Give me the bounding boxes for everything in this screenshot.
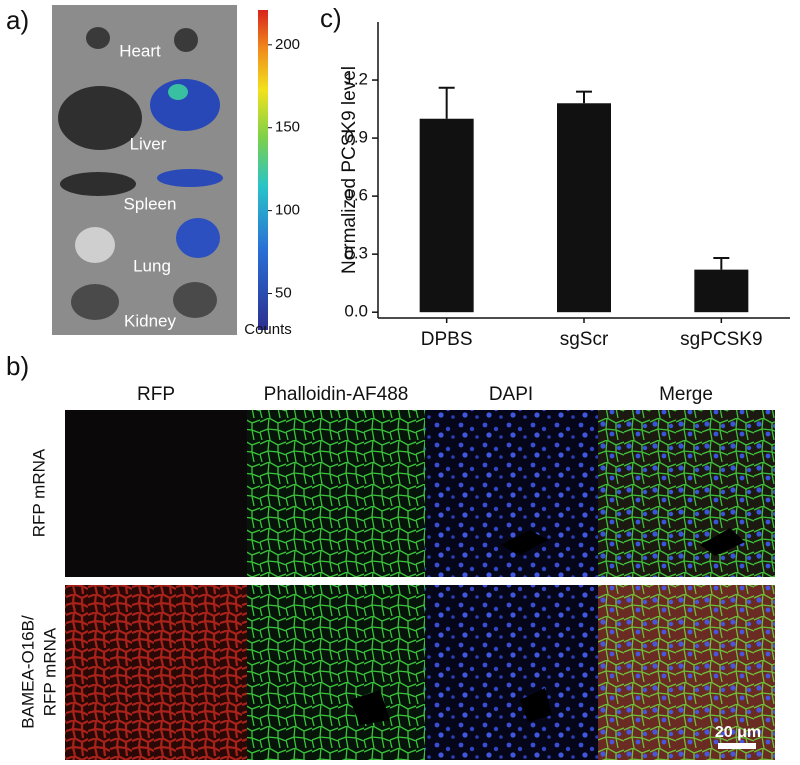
column-header: Phalloidin-AF488 xyxy=(264,384,409,405)
column-header: Merge xyxy=(659,384,713,405)
bar xyxy=(419,118,474,313)
scale-bar xyxy=(718,743,756,749)
vessels xyxy=(350,528,745,725)
micrograph xyxy=(65,585,247,760)
organ-label: Spleen xyxy=(124,194,177,213)
micrograph xyxy=(247,410,425,577)
ivis-image xyxy=(52,5,237,335)
organ-label: Lung xyxy=(133,256,171,275)
panel-label: b) xyxy=(6,351,29,381)
micrograph xyxy=(247,585,425,760)
micrograph xyxy=(425,410,598,577)
bar xyxy=(694,269,749,313)
x-tick-label: sgScr xyxy=(560,329,609,350)
bar xyxy=(557,103,611,313)
y-tick-label: 0.9 xyxy=(344,128,368,147)
y-tick-label: 0.6 xyxy=(344,186,368,205)
column-header: RFP xyxy=(137,384,175,405)
y-tick-label: 1.2 xyxy=(344,70,368,89)
y-tick-label: 0.3 xyxy=(344,244,368,263)
row-label: RFP mRNA xyxy=(40,627,59,716)
colorbar-tick-label: 50 xyxy=(275,284,292,301)
organ-label: Heart xyxy=(119,41,161,60)
y-axis-label: Normalized PCSK9 level xyxy=(339,66,360,274)
micrograph xyxy=(65,410,247,577)
panel-label: a) xyxy=(6,5,29,35)
organ-shapes xyxy=(58,27,223,320)
colorbar xyxy=(258,10,268,330)
colorbar-tick-label: 150 xyxy=(275,119,300,136)
x-tick-label: sgPCSK9 xyxy=(680,329,762,350)
colorbar-label: Counts xyxy=(244,321,292,338)
x-tick-label: DPBS xyxy=(421,329,473,350)
organ-label: Kidney xyxy=(124,311,176,330)
scale-bar-label: 20 μm xyxy=(715,724,761,741)
row-label: BAMEA-O16B/ xyxy=(18,615,37,729)
row-label: RFP mRNA xyxy=(29,448,48,537)
organ-label: Liver xyxy=(130,134,167,153)
panel-label: c) xyxy=(320,3,342,33)
micrograph xyxy=(598,410,775,577)
colorbar-tick-label: 200 xyxy=(275,36,300,53)
colorbar-tick-label: 100 xyxy=(275,202,300,219)
micrograph xyxy=(598,585,775,760)
micrograph xyxy=(425,585,598,760)
y-tick-label: 0.0 xyxy=(344,302,368,321)
column-header: DAPI xyxy=(489,384,533,405)
